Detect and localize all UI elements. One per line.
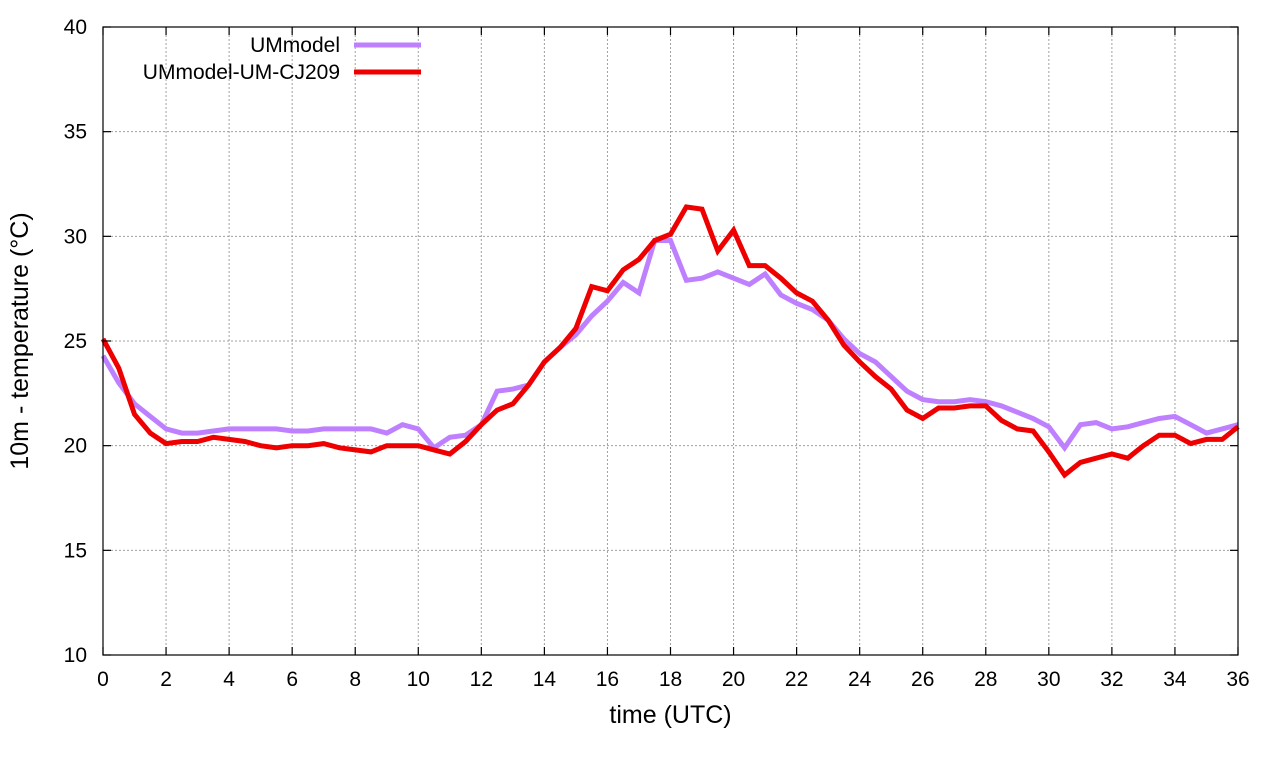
y-axis-label: 10m - temperature (°C) [6,212,34,469]
x-tick-label: 22 [785,668,808,691]
x-tick-label: 34 [1163,668,1187,691]
x-tick-label: 18 [659,668,682,691]
legend-label: UMmodel [250,34,340,57]
x-tick-label: 14 [533,668,557,691]
x-tick-label: 4 [223,668,235,691]
x-tick-label: 28 [974,668,997,691]
x-tick-label: 30 [1037,668,1060,691]
x-tick-label: 26 [911,668,934,691]
x-tick-label: 10 [407,668,430,691]
series-lines [100,204,1240,479]
x-tick-label: 6 [286,668,298,691]
y-tick-label: 35 [64,121,87,144]
y-tick-label: 30 [64,225,87,248]
series-line-2 [100,204,1240,479]
x-tick-label: 8 [349,668,361,691]
axis-ticks: 0 2 4 6 8 10 12 14 16 18 20 22 24 26 28 30 32 34 361015202… [64,16,1250,691]
x-tick-label: 12 [470,668,493,691]
grid-lines [103,27,1238,655]
series-line-1 [100,238,1239,453]
y-tick-label: 15 [64,539,87,562]
x-tick-label: 32 [1100,668,1123,691]
x-tick-label: 16 [596,668,619,691]
x-tick-label: 20 [722,668,745,691]
x-tick-label: 0 [97,668,109,691]
x-axis-label: time (UTC) [609,701,731,729]
y-tick-label: 20 [64,435,87,458]
y-tick-label: 25 [64,330,87,353]
y-tick-label: 10 [64,644,87,667]
legend-label: UMmodel-UM-CJ209 [143,61,340,84]
x-tick-label: 36 [1226,668,1249,691]
x-tick-label: 2 [160,668,172,691]
legend: UMmodel UMmodel-UM-CJ209 [143,34,421,84]
y-tick-label: 40 [64,16,87,39]
x-tick-label: 24 [848,668,872,691]
